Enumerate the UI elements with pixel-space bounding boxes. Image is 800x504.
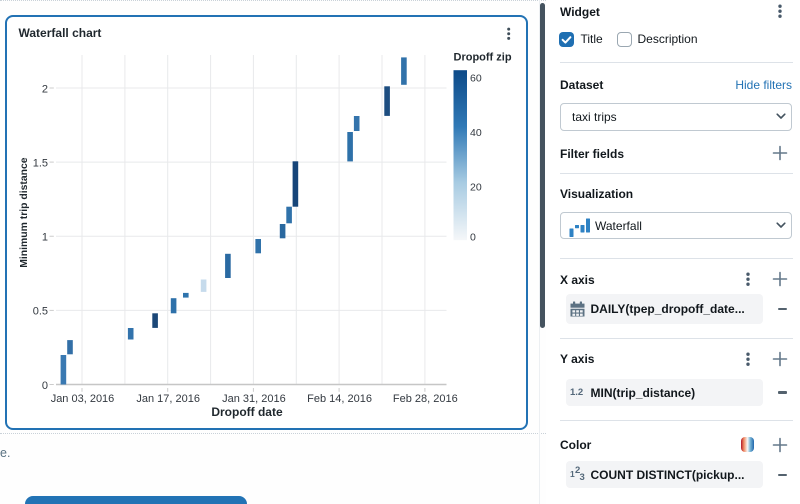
- svg-text:Dropoff zip: Dropoff zip: [454, 52, 512, 64]
- svg-text:Jan 17, 2016: Jan 17, 2016: [136, 393, 200, 405]
- svg-text:0.5: 0.5: [33, 306, 48, 318]
- svg-text:1: 1: [42, 232, 48, 244]
- svg-text:20: 20: [470, 182, 482, 194]
- svg-text:Feb 28, 2016: Feb 28, 2016: [393, 393, 458, 405]
- svg-text:Jan 03, 2016: Jan 03, 2016: [51, 393, 115, 405]
- svg-text:2: 2: [42, 83, 48, 95]
- svg-text:40: 40: [470, 127, 482, 139]
- svg-text:1.5: 1.5: [33, 157, 48, 169]
- svg-text:Minimum trip distance: Minimum trip distance: [19, 157, 30, 267]
- svg-text:Jan 31, 2016: Jan 31, 2016: [222, 393, 286, 405]
- svg-text:60: 60: [470, 72, 482, 84]
- svg-text:Dropoff date: Dropoff date: [211, 405, 283, 419]
- svg-text:0: 0: [42, 380, 48, 392]
- svg-text:0: 0: [470, 232, 476, 244]
- svg-text:Feb 14, 2016: Feb 14, 2016: [307, 393, 372, 405]
